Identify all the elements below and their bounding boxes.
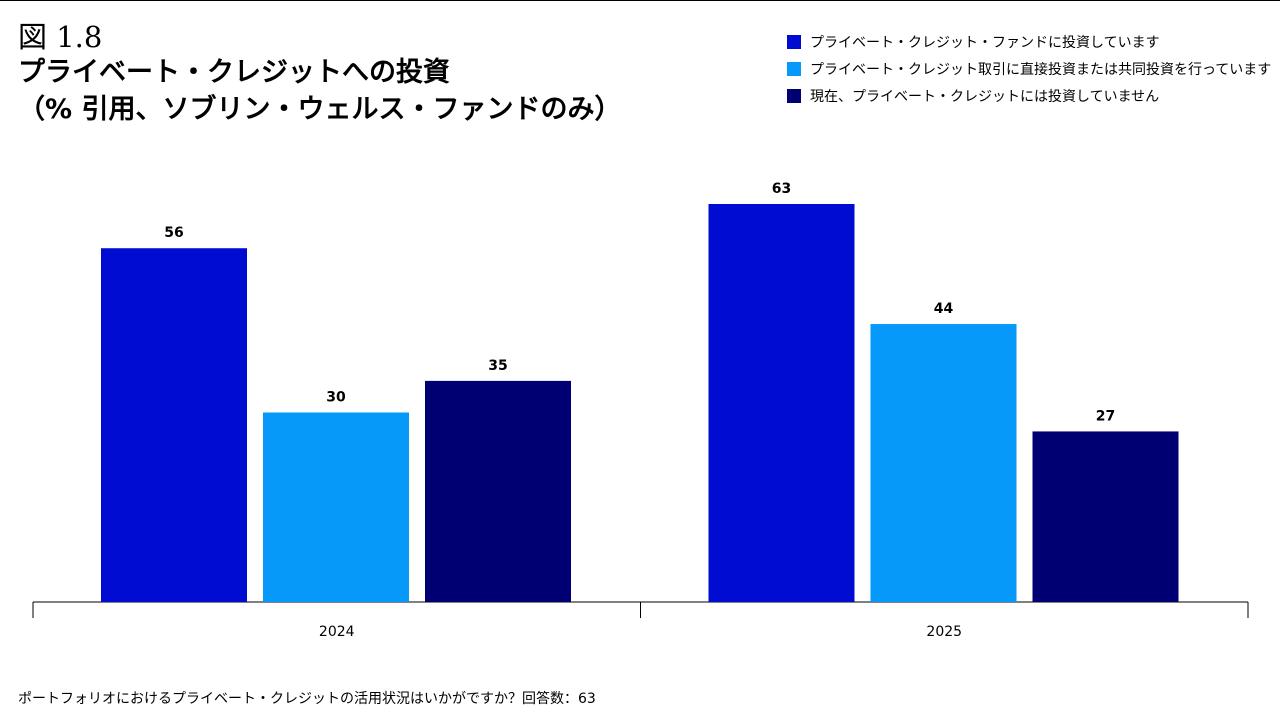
data-label: 63 — [772, 181, 791, 197]
bar — [870, 324, 1017, 602]
legend-label-series-3: 現在、プライベート・クレジットには投資していません — [810, 88, 1160, 105]
bar — [263, 412, 409, 602]
legend-item-series-2: プライベート・クレジット取引に直接投資または共同投資を行っています — [787, 55, 1271, 82]
data-label: 27 — [1096, 408, 1115, 424]
figure-label: 図 1.8 — [18, 20, 103, 54]
bar — [708, 204, 855, 602]
legend-item-series-1: プライベート・クレジット・ファンドに投資しています — [787, 28, 1267, 55]
chart-title-line-2: （% 引用、ソブリン・ウェルス・ファンドのみ） — [18, 94, 622, 125]
legend-swatch-series-1 — [787, 34, 801, 49]
data-label: 56 — [164, 225, 183, 241]
x-tick-label: 2024 — [319, 624, 355, 640]
data-label: 35 — [488, 358, 507, 374]
legend-swatch-series-2 — [787, 61, 801, 76]
chart-legend: プライベート・クレジット・ファンドに投資しています プライベート・クレジット取引… — [787, 28, 1271, 109]
data-label: 30 — [326, 389, 346, 405]
chart-title-line-1: プライベート・クレジットへの投資 — [18, 57, 450, 88]
bar — [425, 380, 571, 602]
bar — [101, 248, 247, 602]
top-rule — [0, 0, 1280, 1]
legend-label-series-1: プライベート・クレジット・ファンドに投資しています — [810, 34, 1160, 51]
legend-label-series-2: プライベート・クレジット取引に直接投資または共同投資を行っています — [810, 61, 1272, 78]
footnote: ポートフォリオにおけるプライベート・クレジットの活用状況はいかがですか？回答数：… — [18, 691, 596, 707]
x-tick-label: 2025 — [926, 624, 962, 640]
legend-swatch-series-3 — [787, 88, 801, 103]
legend-item-series-3: 現在、プライベート・クレジットには投資していません — [787, 82, 1267, 109]
bar — [1032, 431, 1179, 602]
chart-title: プライベート・クレジットへの投資 （% 引用、ソブリン・ウェルス・ファンドのみ） — [18, 54, 621, 128]
data-label: 44 — [934, 301, 954, 317]
